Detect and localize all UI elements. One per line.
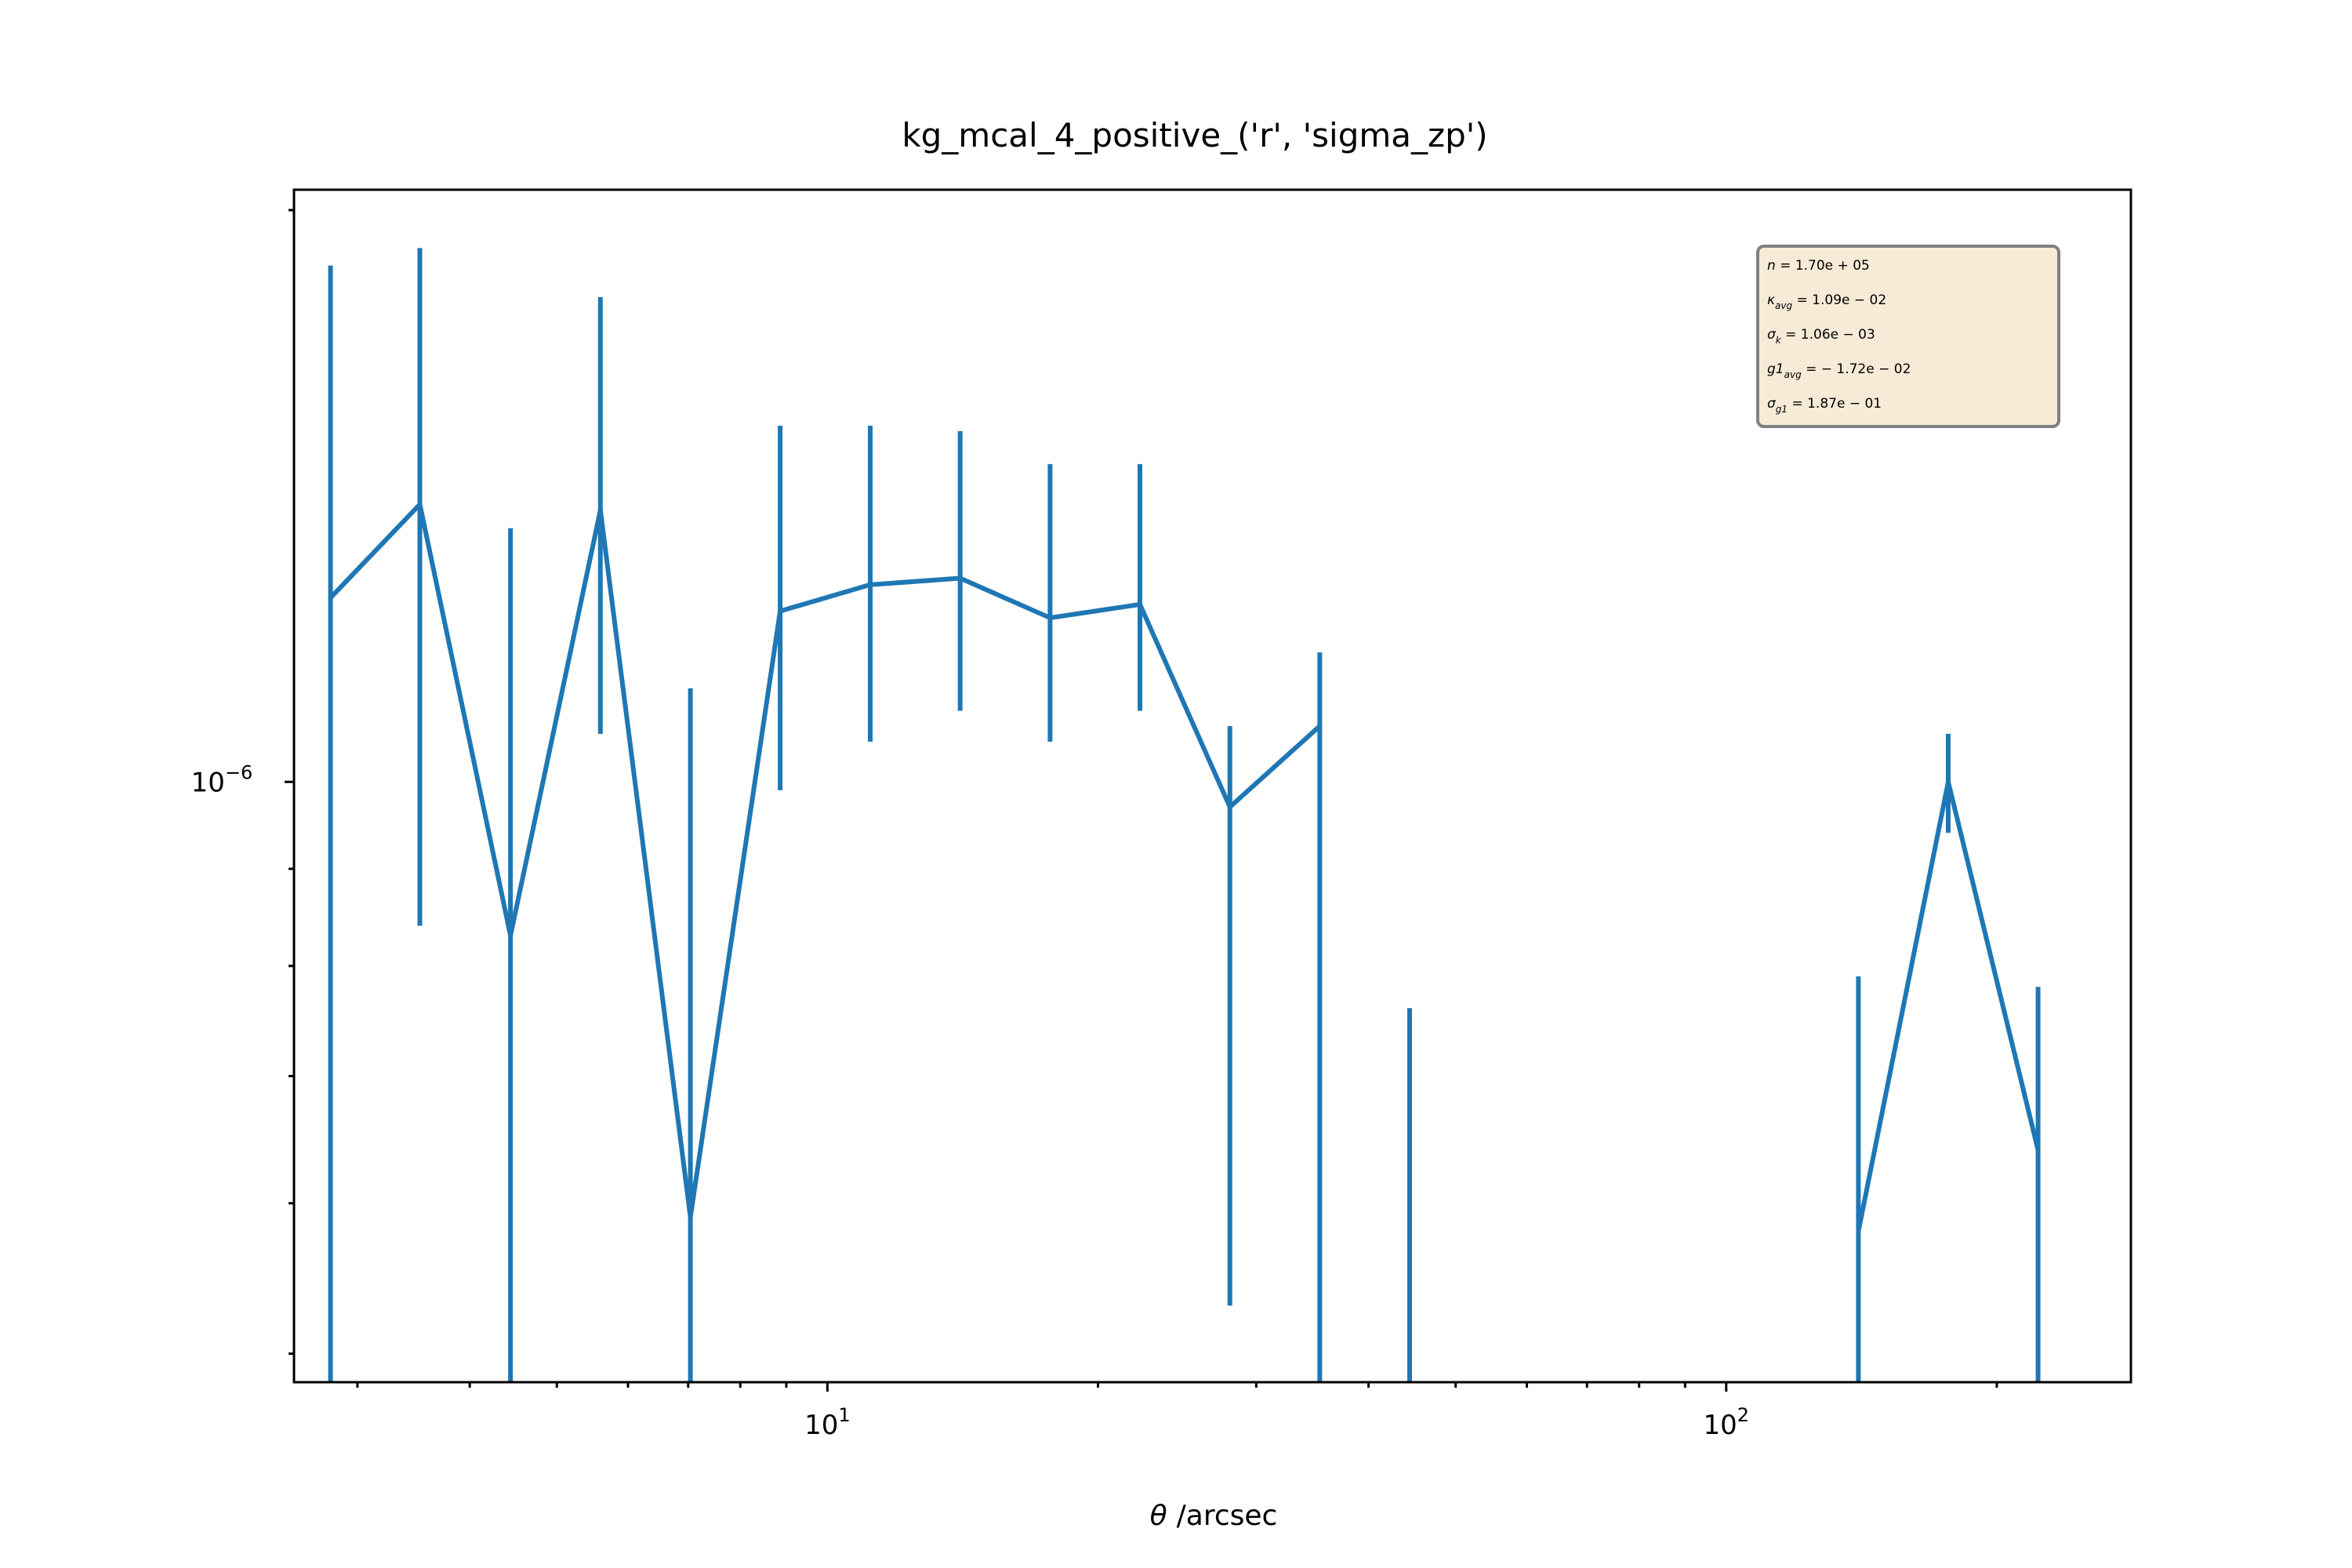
stats-var: n <box>1767 258 1776 274</box>
stats-subscript: avg <box>1775 300 1792 311</box>
series-line-segment <box>959 575 1051 620</box>
x-tick-label: 101 <box>804 1404 851 1441</box>
y-tick-base: 10 <box>191 767 225 798</box>
series-line-segment <box>1946 781 2041 1151</box>
chart-title: kg_mcal_4_positive_('r', 'sigma_zp') <box>902 116 1487 154</box>
x-tick-exponent: 1 <box>838 1404 850 1426</box>
series-line-segment <box>597 510 693 1218</box>
x-tick-exponent: 2 <box>1737 1404 1749 1426</box>
stats-value: = 1.09e − 02 <box>1792 292 1886 308</box>
axes-frame <box>292 188 2132 1384</box>
stats-line: g1avg = − 1.72e − 02 <box>1767 361 1911 380</box>
x-tick-base: 10 <box>804 1410 838 1441</box>
stats-line: σg1 = 1.87e − 01 <box>1767 396 1882 415</box>
series-line-segment <box>508 510 603 936</box>
stats-value: = 1.06e − 03 <box>1781 327 1875 343</box>
x-axis-symbol: θ <box>1150 1500 1167 1532</box>
stats-subscript: g1 <box>1776 404 1788 415</box>
series-line-segment <box>328 503 422 600</box>
stats-line: κavg = 1.09e − 02 <box>1767 292 1886 311</box>
stats-var: κ <box>1767 292 1775 308</box>
series-line-segment <box>1049 601 1141 621</box>
series-line-segment <box>869 575 960 587</box>
stats-var: g1 <box>1767 361 1784 377</box>
series-line-segment <box>779 582 871 614</box>
y-tick-label: 10−6 <box>191 761 253 798</box>
plot-area <box>328 248 2041 1382</box>
stats-line: n = 1.70e + 05 <box>1767 258 1870 274</box>
x-tick-base: 10 <box>1704 1410 1737 1441</box>
stats-value: = − 1.72e − 02 <box>1802 361 1911 377</box>
x-axis-unit: /arcsec <box>1177 1500 1278 1532</box>
x-tick-label: 102 <box>1704 1404 1750 1441</box>
stats-var: σ <box>1767 327 1777 343</box>
stats-subscript: k <box>1776 335 1782 346</box>
stats-line: σk = 1.06e − 03 <box>1767 327 1875 346</box>
stats-value: = 1.70e + 05 <box>1776 258 1870 274</box>
series-line-segment <box>417 503 514 936</box>
series-line-segment <box>688 611 783 1218</box>
stats-box-frame <box>1756 245 2060 428</box>
series-line-segment <box>1856 781 1951 1232</box>
stats-value: = 1.87e − 01 <box>1788 396 1882 412</box>
x-axis-label: θ/arcsec <box>1150 1500 1278 1532</box>
stats-subscript: avg <box>1784 369 1802 380</box>
series-line-segment <box>1228 724 1322 809</box>
stats-var: σ <box>1767 396 1777 412</box>
y-tick-exponent: −6 <box>225 761 252 783</box>
series-line-segment <box>1138 603 1232 808</box>
